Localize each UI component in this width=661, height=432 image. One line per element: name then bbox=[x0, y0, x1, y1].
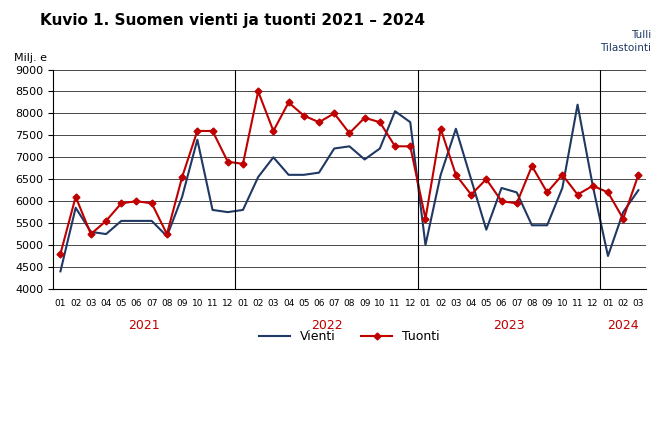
Tuonti bbox=[407, 144, 414, 149]
Tuonti bbox=[376, 120, 384, 125]
Vienti bbox=[209, 207, 217, 213]
Tuonti bbox=[467, 192, 475, 197]
Vienti bbox=[528, 222, 536, 228]
Vienti bbox=[330, 146, 338, 151]
Text: Milj. e: Milj. e bbox=[15, 53, 48, 63]
Vienti bbox=[194, 137, 202, 142]
Tuonti bbox=[391, 144, 399, 149]
Vienti bbox=[361, 157, 369, 162]
Legend: Vienti, Tuonti: Vienti, Tuonti bbox=[254, 325, 445, 349]
Tuonti bbox=[559, 172, 566, 178]
Vienti bbox=[148, 218, 156, 223]
Tuonti bbox=[528, 163, 536, 168]
Vienti bbox=[270, 155, 278, 160]
Vienti bbox=[619, 210, 627, 215]
Vienti bbox=[391, 108, 399, 114]
Tuonti bbox=[300, 113, 308, 118]
Tuonti bbox=[635, 172, 642, 178]
Vienti bbox=[559, 185, 566, 191]
Tuonti bbox=[361, 115, 369, 121]
Tuonti bbox=[87, 232, 95, 237]
Tuonti bbox=[543, 190, 551, 195]
Vienti bbox=[87, 229, 95, 235]
Vienti bbox=[163, 234, 171, 239]
Vienti bbox=[133, 218, 141, 223]
Vienti bbox=[239, 207, 247, 213]
Tuonti bbox=[163, 232, 171, 237]
Tuonti bbox=[437, 126, 445, 131]
Vienti bbox=[300, 172, 308, 178]
Tuonti bbox=[224, 159, 232, 164]
Tuonti bbox=[194, 128, 202, 133]
Tuonti bbox=[574, 192, 582, 197]
Vienti bbox=[635, 187, 642, 193]
Tuonti bbox=[285, 100, 293, 105]
Tuonti bbox=[330, 111, 338, 116]
Tuonti bbox=[619, 216, 627, 221]
Text: 2024: 2024 bbox=[607, 319, 639, 333]
Tuonti bbox=[270, 128, 278, 133]
Vienti bbox=[407, 120, 414, 125]
Vienti bbox=[498, 185, 506, 191]
Vienti bbox=[102, 232, 110, 237]
Text: Kuvio 1. Suomen vienti ja tuonti 2021 – 2024: Kuvio 1. Suomen vienti ja tuonti 2021 – … bbox=[40, 13, 424, 28]
Text: 2021: 2021 bbox=[128, 319, 160, 333]
Tuonti bbox=[604, 190, 612, 195]
Tuonti bbox=[117, 201, 125, 206]
Tuonti bbox=[239, 161, 247, 166]
Tuonti bbox=[452, 172, 460, 178]
Vienti bbox=[117, 218, 125, 223]
Vienti bbox=[376, 146, 384, 151]
Tuonti bbox=[56, 251, 64, 257]
Tuonti bbox=[254, 89, 262, 94]
Vienti bbox=[178, 194, 186, 199]
Line: Tuonti: Tuonti bbox=[58, 89, 641, 256]
Tuonti bbox=[483, 177, 490, 182]
Text: Tulli
Tilastointi: Tulli Tilastointi bbox=[600, 30, 651, 54]
Tuonti bbox=[346, 130, 354, 136]
Text: 2023: 2023 bbox=[493, 319, 525, 333]
Vienti bbox=[589, 183, 597, 188]
Tuonti bbox=[513, 201, 521, 206]
Line: Vienti: Vienti bbox=[60, 105, 639, 271]
Vienti bbox=[346, 144, 354, 149]
Tuonti bbox=[589, 183, 597, 188]
Tuonti bbox=[315, 120, 323, 125]
Vienti bbox=[574, 102, 582, 107]
Vienti bbox=[467, 177, 475, 182]
Vienti bbox=[513, 190, 521, 195]
Tuonti bbox=[422, 216, 430, 221]
Tuonti bbox=[133, 199, 141, 204]
Text: 2022: 2022 bbox=[311, 319, 342, 333]
Tuonti bbox=[102, 218, 110, 223]
Tuonti bbox=[148, 201, 156, 206]
Vienti bbox=[285, 172, 293, 178]
Vienti bbox=[483, 227, 490, 232]
Vienti bbox=[437, 172, 445, 178]
Vienti bbox=[422, 242, 430, 248]
Vienti bbox=[452, 126, 460, 131]
Vienti bbox=[315, 170, 323, 175]
Vienti bbox=[604, 254, 612, 259]
Tuonti bbox=[498, 199, 506, 204]
Tuonti bbox=[178, 175, 186, 180]
Vienti bbox=[254, 175, 262, 180]
Vienti bbox=[71, 205, 79, 210]
Vienti bbox=[543, 222, 551, 228]
Tuonti bbox=[71, 194, 79, 199]
Vienti bbox=[224, 210, 232, 215]
Vienti bbox=[56, 269, 64, 274]
Tuonti bbox=[209, 128, 217, 133]
